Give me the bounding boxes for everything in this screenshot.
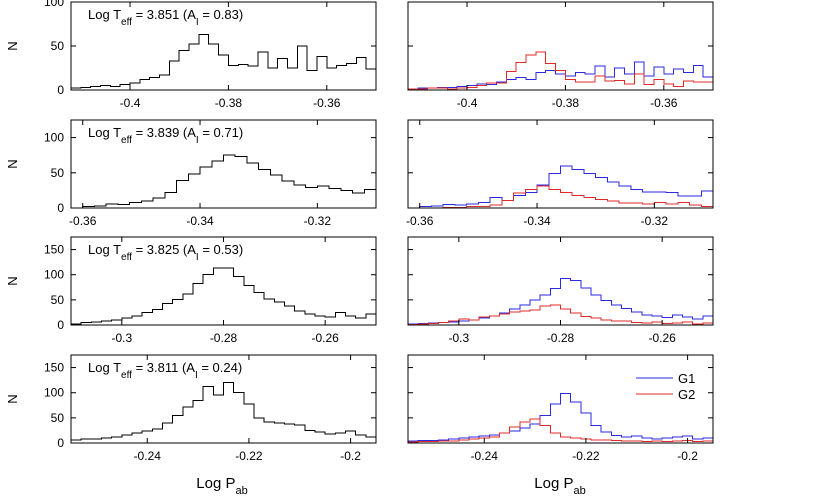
histogram-series-all: [71, 34, 376, 89]
axes-frame: [70, 354, 377, 444]
x-tick-label: -0.3: [111, 331, 132, 345]
legend-label-g1: G1: [678, 371, 695, 386]
x-tick-label: -0.24: [134, 449, 162, 463]
y-tick-label: 150: [44, 243, 64, 257]
x-tick-label: -0.32: [641, 214, 669, 228]
x-tick-label: -0.32: [304, 214, 332, 228]
panel-annotation: Log Teff = 3.811 (AI = 0.24): [88, 360, 242, 381]
panel-1-left: -0.4 -0.38 -0.36 0 50 100 N Log Teff = 3.851 (A…: [5, 0, 377, 110]
histogram-series-g1: [408, 165, 713, 208]
x-tick-label: -0.28: [210, 331, 238, 345]
y-tick-label: 100: [44, 386, 64, 400]
y-tick-label: 50: [51, 39, 65, 53]
panel-2-left: -0.36 -0.34 -0.32 0 50 100 N Log Teff = 3.839 (…: [5, 119, 377, 228]
y-tick-label: 100: [44, 268, 64, 282]
histogram-series-g1: [408, 393, 713, 442]
x-axis-label-left: Log Pab: [196, 475, 247, 497]
x-tick-label: -0.36: [313, 96, 341, 110]
x-tick-label: -0.28: [547, 331, 575, 345]
y-tick-label: 50: [51, 293, 65, 307]
y-axis-label: N: [5, 394, 20, 403]
y-tick-label: 0: [57, 436, 64, 450]
axes-frame: [407, 119, 714, 209]
axes-frame: [70, 119, 377, 209]
legend-label-g2: G2: [678, 387, 695, 402]
y-tick-label: 0: [57, 201, 64, 215]
x-tick-label: -0.34: [186, 214, 214, 228]
panel-1-right: -0.4 -0.38 -0.36: [407, 1, 714, 110]
panel-3-left: -0.3 -0.28 -0.26 0 50 100 150 N Log Teff = 3.825…: [5, 236, 377, 345]
x-tick-label: -0.2: [677, 449, 698, 463]
axes-frame: [407, 1, 714, 91]
histogram-series-all: [71, 267, 376, 325]
histogram-series-g1: [408, 61, 713, 90]
histogram-series-all: [71, 154, 376, 208]
x-tick-label: -0.4: [457, 96, 478, 110]
y-tick-label: 100: [44, 0, 64, 9]
x-tick-label: -0.4: [120, 96, 141, 110]
histogram-series-g2: [408, 51, 713, 90]
panel-3-right: -0.3 -0.28 -0.26: [407, 236, 714, 345]
y-tick-label: 50: [51, 411, 65, 425]
histogram-series-g2: [408, 418, 713, 443]
panel-annotation: Log Teff = 3.839 (AI = 0.71): [88, 125, 243, 146]
panel-4-left: -0.24 -0.22 -0.2 0 50 100 150 N Log Teff = 3.811…: [5, 354, 377, 463]
y-tick-label: 0: [57, 83, 64, 97]
histogram-series-g2: [408, 185, 713, 208]
x-tick-label: -0.36: [69, 214, 97, 228]
histogram-series-all: [71, 382, 376, 441]
y-axis-label: N: [5, 41, 20, 50]
histogram-series-g1: [408, 278, 713, 325]
x-tick-label: -0.22: [572, 449, 600, 463]
y-tick-label: 0: [57, 318, 64, 332]
x-tick-label: -0.22: [235, 449, 263, 463]
y-tick-label: 50: [51, 166, 65, 180]
x-tick-label: -0.26: [648, 331, 676, 345]
panel-annotation: Log Teff = 3.851 (AI = 0.83): [88, 7, 243, 28]
panel-2-right: -0.36 -0.34 -0.32: [406, 119, 714, 228]
axes-frame: [407, 354, 714, 444]
x-tick-label: -0.34: [523, 214, 551, 228]
x-tick-label: -0.36: [650, 96, 678, 110]
x-tick-label: -0.3: [448, 331, 469, 345]
x-tick-label: -0.38: [552, 96, 580, 110]
y-tick-label: 100: [44, 131, 64, 145]
x-tick-label: -0.24: [471, 449, 499, 463]
panel-annotation: Log Teff = 3.825 (AI = 0.53): [88, 242, 243, 263]
x-tick-label: -0.38: [215, 96, 243, 110]
y-axis-label: N: [5, 276, 20, 285]
x-tick-label: -0.36: [406, 214, 434, 228]
panels: -0.4 -0.38 -0.36 0 50 100 N Log Teff = 3.851 (A…: [5, 0, 714, 463]
y-axis-label: N: [5, 159, 20, 168]
x-tick-label: -0.2: [340, 449, 361, 463]
y-tick-label: 150: [44, 361, 64, 375]
x-axis-label-right: Log Pab: [534, 475, 585, 497]
x-tick-label: -0.26: [311, 331, 339, 345]
